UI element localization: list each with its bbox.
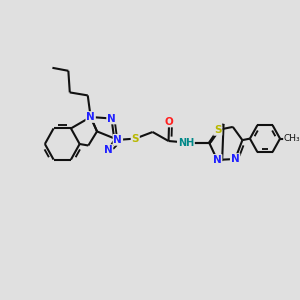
Text: CH₃: CH₃ — [284, 134, 300, 143]
Text: S: S — [131, 134, 139, 144]
Text: O: O — [165, 116, 173, 127]
Text: N: N — [86, 112, 95, 122]
Text: S: S — [214, 125, 221, 135]
Text: N: N — [103, 145, 112, 155]
Text: N: N — [113, 135, 122, 145]
Text: NH: NH — [178, 137, 194, 148]
Text: N: N — [231, 154, 239, 164]
Text: N: N — [213, 155, 222, 165]
Text: N: N — [107, 113, 116, 124]
